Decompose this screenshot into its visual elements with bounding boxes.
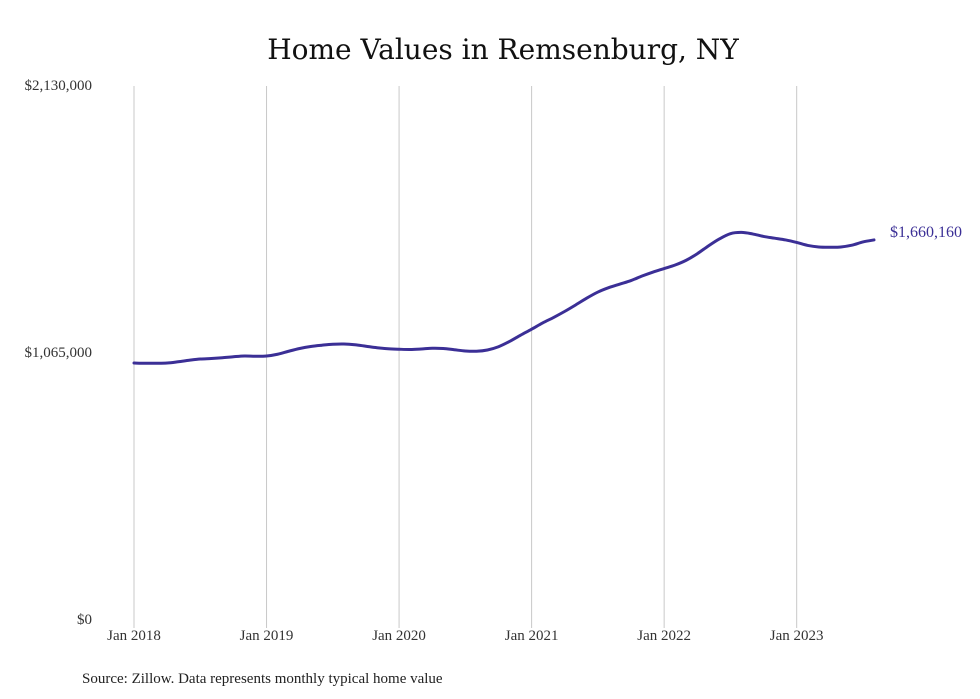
grid-lines	[133, 86, 798, 628]
x-tick-label: Jan 2022	[637, 628, 691, 644]
x-tick-label: Jan 2018	[107, 628, 161, 644]
y-tick-label: $0	[77, 612, 92, 628]
x-axis-ticks: Jan 2018 Jan 2019 Jan 2020 Jan 2021 Jan 2022…	[107, 628, 823, 644]
y-axis-ticks: $0 $1,065,000 $2,130,000	[25, 78, 93, 628]
x-tick-label: Jan 2019	[240, 628, 294, 644]
x-tick-label: Jan 2023	[770, 628, 824, 644]
y-tick-label: $1,065,000	[25, 345, 93, 361]
series-line	[132, 230, 876, 365]
y-tick-label: $2,130,000	[25, 78, 93, 94]
x-tick-label: Jan 2021	[505, 628, 559, 644]
series-layer: $1,660,160	[132, 224, 962, 365]
chart-title: Home Values in Remsenburg, NY	[267, 33, 739, 66]
source-note: Source: Zillow. Data represents monthly …	[82, 671, 443, 687]
x-tick-label: Jan 2020	[372, 628, 426, 644]
end-value-label: $1,660,160	[890, 224, 962, 241]
